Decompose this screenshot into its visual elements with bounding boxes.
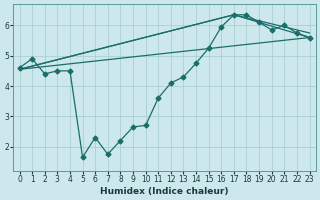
X-axis label: Humidex (Indice chaleur): Humidex (Indice chaleur) (100, 187, 229, 196)
